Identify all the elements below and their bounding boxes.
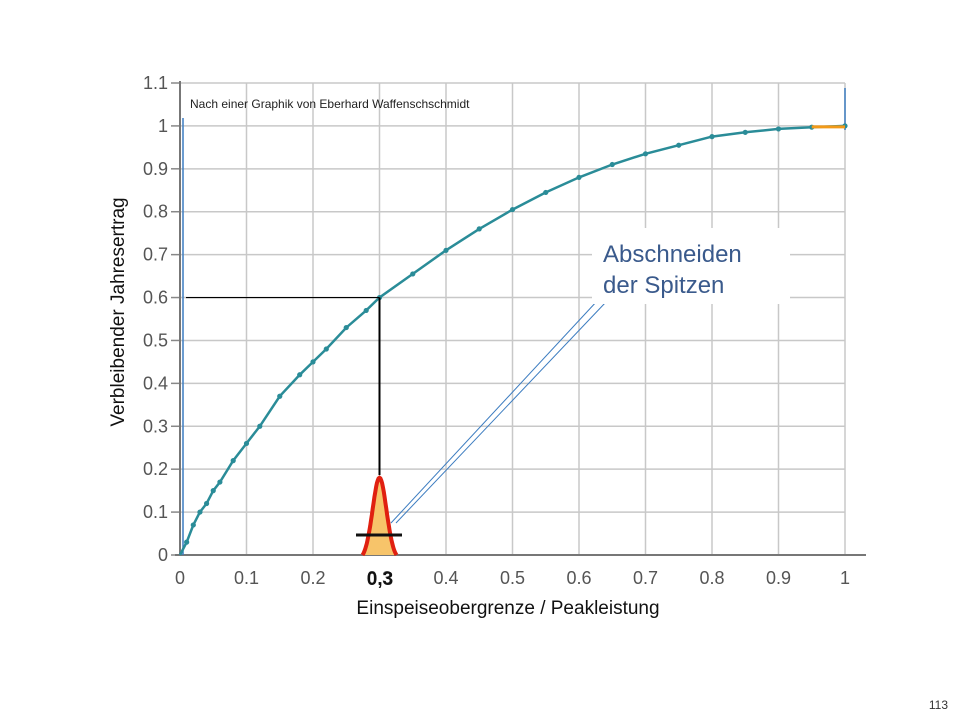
data-point xyxy=(197,509,203,515)
data-point xyxy=(297,372,303,378)
data-point xyxy=(277,393,283,399)
data-point xyxy=(257,423,263,429)
y-tick-label: 0.8 xyxy=(143,202,168,222)
callout-pointer xyxy=(390,299,599,524)
source-note: Nach einer Graphik von Eberhard Waffensc… xyxy=(190,97,470,111)
data-point xyxy=(509,206,516,213)
data-point xyxy=(323,346,329,352)
callout-box xyxy=(592,228,790,304)
y-axis-label: Verbleibender Jahresertrag xyxy=(108,197,129,426)
y-tick-label: 1.1 xyxy=(143,73,168,93)
x-tick-label: 0.9 xyxy=(766,568,791,588)
data-point xyxy=(410,271,416,277)
y-tick-label: 0.7 xyxy=(143,245,168,265)
overlay-layer xyxy=(186,296,607,557)
y-tick-label: 0.9 xyxy=(143,159,168,179)
data-point xyxy=(210,488,216,494)
y-tick-label: 0.4 xyxy=(143,373,168,393)
y-tick-label: 0.1 xyxy=(143,502,168,522)
marker-label: 0,3 xyxy=(367,569,393,590)
data-point xyxy=(609,161,615,168)
x-tick-label: 0.2 xyxy=(300,568,325,588)
callout: Abschneiden der Spitzen xyxy=(592,228,790,304)
data-point xyxy=(190,522,196,528)
data-point xyxy=(443,247,449,253)
axes xyxy=(171,81,866,556)
data-point xyxy=(217,479,223,485)
data-point xyxy=(742,129,748,135)
data-point xyxy=(775,126,782,132)
y-tick-label: 0 xyxy=(158,545,168,565)
data-point xyxy=(243,440,250,447)
data-point xyxy=(476,226,482,232)
x-tick-label: 0.5 xyxy=(500,568,525,588)
data-point xyxy=(363,307,369,314)
data-point xyxy=(543,189,549,196)
x-tick-label: 0.8 xyxy=(699,568,724,588)
data-point xyxy=(642,151,649,157)
data-point xyxy=(230,458,236,464)
data-point xyxy=(310,359,316,365)
callout-pointer xyxy=(395,301,607,524)
data-point xyxy=(576,174,582,180)
data-point xyxy=(343,324,349,331)
callout-line-1: Abschneiden xyxy=(603,241,742,268)
data-point xyxy=(676,142,682,148)
y-tick-label: 0.6 xyxy=(143,288,168,308)
data-point xyxy=(709,134,715,140)
grid xyxy=(180,82,846,555)
slide-number: 113 xyxy=(928,698,948,712)
x-tick-label: 0.1 xyxy=(234,568,259,588)
y-tick-label: 0.2 xyxy=(143,459,168,479)
y-tick-label: 0.3 xyxy=(143,416,168,436)
x-tick-label: 0 xyxy=(175,568,185,588)
data-point xyxy=(204,500,210,507)
x-tick-label: 0.3 xyxy=(367,568,392,588)
x-axis-label: Einspeiseobergrenze / Peakleistung xyxy=(356,598,659,619)
y-tick-label: 0.5 xyxy=(143,330,168,350)
callout-line-2: der Spitzen xyxy=(603,272,724,299)
data-point xyxy=(184,539,190,545)
x-tick-label: 1 xyxy=(840,568,850,588)
y-tick-label: 1 xyxy=(158,116,168,136)
series-layer xyxy=(178,123,848,556)
x-tick-label: 0.7 xyxy=(633,568,658,588)
peak-outline xyxy=(360,475,399,557)
labels-layer: 0 0.1 0.2 0.3 0.4 0.5 0.6 0.7 0.8 0.9 100.10.20.30… xyxy=(143,73,850,588)
x-tick-label: 0.4 xyxy=(433,568,458,588)
x-tick-label: 0.6 xyxy=(566,568,591,588)
